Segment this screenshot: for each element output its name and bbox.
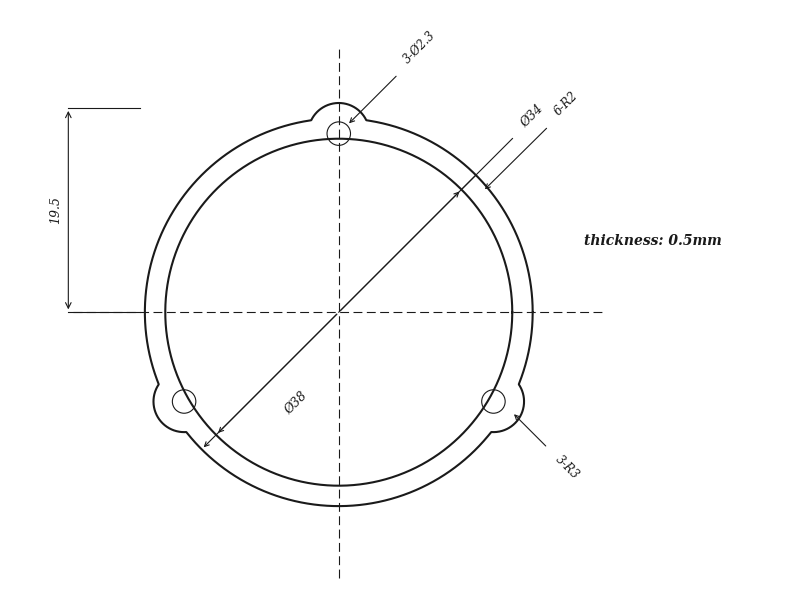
Text: Ø38: Ø38 <box>282 389 310 417</box>
Text: 6-R2: 6-R2 <box>552 89 581 118</box>
Text: 3-Ø2.3: 3-Ø2.3 <box>401 29 438 66</box>
Text: 3-R3: 3-R3 <box>553 453 582 482</box>
Text: 19.5: 19.5 <box>50 196 62 224</box>
Text: thickness: 0.5mm: thickness: 0.5mm <box>584 234 722 248</box>
Text: Ø34: Ø34 <box>518 103 546 130</box>
